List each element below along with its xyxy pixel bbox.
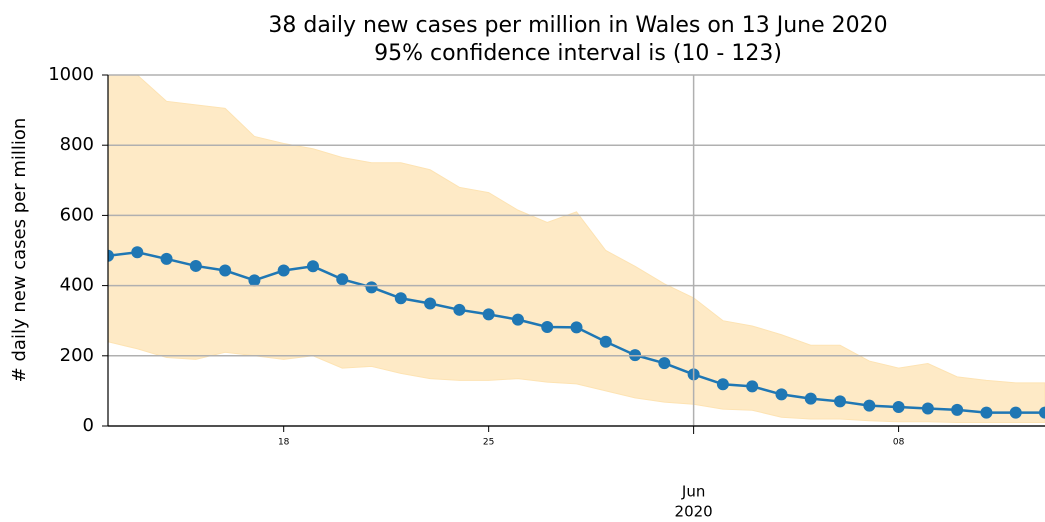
point: [108, 249, 114, 262]
point: [277, 264, 290, 277]
point: [1009, 406, 1022, 419]
point: [599, 335, 612, 348]
point: [951, 403, 964, 416]
point: [306, 260, 319, 273]
point: [219, 264, 232, 277]
point: [921, 402, 934, 415]
y-tick-label: 1000: [48, 64, 94, 85]
x-tick-label: Jun: [681, 483, 705, 501]
y-tick-label: 600: [60, 204, 94, 225]
point: [775, 388, 788, 401]
point: [394, 292, 407, 305]
chart-title: 38 daily new cases per million in Wales …: [268, 13, 887, 38]
point: [804, 392, 817, 405]
x-tick-label: 25: [483, 438, 494, 448]
point: [716, 378, 729, 391]
chart-subtitle: 95% confidence interval is (10 - 123): [374, 41, 782, 66]
y-tick-label: 0: [83, 415, 94, 436]
plot-area: [108, 75, 1045, 423]
y-axis-label: # daily new cases per million: [9, 118, 30, 383]
x-tick-label: 08: [893, 438, 905, 448]
point: [189, 259, 202, 272]
point: [365, 281, 378, 294]
point: [980, 406, 993, 419]
point: [131, 246, 144, 259]
point: [453, 303, 466, 316]
point: [1039, 406, 1045, 419]
point: [160, 252, 173, 265]
point: [892, 401, 905, 414]
confidence-band: [108, 75, 1045, 423]
point: [658, 357, 671, 370]
point: [863, 399, 876, 412]
point: [570, 321, 583, 334]
y-tick-label: 400: [60, 275, 94, 296]
point: [482, 308, 495, 321]
point: [511, 313, 524, 326]
point: [424, 297, 437, 310]
x-tick-label: 18: [278, 438, 290, 448]
point: [541, 321, 554, 334]
point: [746, 380, 759, 393]
y-tick-label: 200: [60, 345, 94, 366]
x-tick-label: 2020: [675, 503, 713, 521]
point: [336, 273, 349, 286]
point: [834, 395, 847, 408]
point: [248, 274, 261, 287]
y-tick-label: 800: [60, 134, 94, 155]
